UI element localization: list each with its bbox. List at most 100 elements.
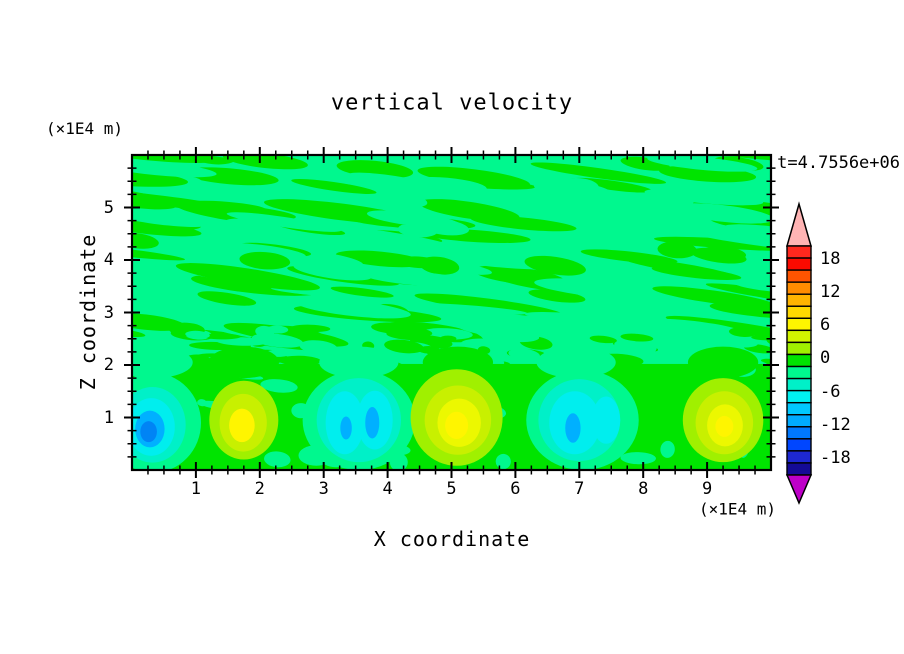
colorbar-cell xyxy=(786,462,812,476)
field-streak xyxy=(534,278,684,301)
plume-layer xyxy=(340,416,352,440)
x-axis-title: X coordinate xyxy=(373,527,531,551)
plume-layer xyxy=(140,421,157,443)
colorbar-tick-label: -12 xyxy=(820,415,851,435)
field-streak xyxy=(239,251,291,270)
field-streak xyxy=(132,159,217,178)
x-tick-label: 3 xyxy=(318,479,329,499)
colorbar-tick-label: 6 xyxy=(820,315,831,336)
field-streak xyxy=(294,298,411,319)
field-streak xyxy=(132,313,186,331)
colorbar-tick-label: 18 xyxy=(820,248,841,269)
field-streak xyxy=(306,134,433,157)
field-speckle xyxy=(185,330,210,339)
plume-cap xyxy=(536,346,616,379)
bottom-mottle xyxy=(260,379,298,393)
field-speckle xyxy=(728,339,758,348)
field-streak xyxy=(644,188,764,206)
colorbar-cell xyxy=(786,414,812,428)
field-speckle xyxy=(693,333,740,347)
plume-layer xyxy=(592,396,621,444)
x-tick-label: 1 xyxy=(190,479,202,499)
z-tick-label: 1 xyxy=(103,407,114,428)
colorbar-cell xyxy=(786,426,812,440)
colorbar-tick-label: 0 xyxy=(820,348,831,369)
field-streak xyxy=(524,255,586,276)
field-streak xyxy=(417,166,531,189)
field-streak xyxy=(385,302,528,315)
colorbar-cell xyxy=(786,293,812,307)
field-speckle xyxy=(728,327,757,338)
plume-cap xyxy=(132,346,193,379)
colorbar-cell xyxy=(786,329,812,344)
colorbar-cell xyxy=(786,365,812,380)
field-streak xyxy=(414,293,564,317)
field-speckle xyxy=(266,325,289,334)
field-streak xyxy=(642,318,745,337)
z-tick-label: 3 xyxy=(103,302,114,323)
plume-layer xyxy=(715,415,734,437)
colorbar-tick-label: -6 xyxy=(820,381,841,402)
field-streak xyxy=(417,155,477,160)
colorbar-cell xyxy=(786,269,812,283)
field-streak xyxy=(528,289,586,303)
field-streak xyxy=(406,176,487,194)
field-streak xyxy=(470,215,577,232)
field-speckle xyxy=(655,330,694,337)
colorbar-cell xyxy=(786,438,812,452)
colorbar-tick-label: -18 xyxy=(820,448,851,469)
field-streak xyxy=(132,208,212,227)
field-speckle xyxy=(132,327,146,338)
field-streak xyxy=(491,242,553,254)
field-streak xyxy=(741,183,771,201)
x-tick-label: 4 xyxy=(382,479,393,499)
field-speckle xyxy=(480,328,506,342)
field-streak xyxy=(291,178,377,194)
field-streak xyxy=(132,258,168,274)
time-label: t=4.7556e+06 xyxy=(777,153,900,173)
z-axis-title: Z coordinate xyxy=(76,233,100,391)
field-streak xyxy=(226,212,342,232)
colorbar-cell xyxy=(786,401,812,416)
field-streak xyxy=(326,177,454,196)
field-streak xyxy=(670,203,771,224)
bottom-mottle xyxy=(264,451,291,468)
colorbar-cell xyxy=(786,389,812,404)
colorbar-cell xyxy=(786,317,812,332)
bottom-mottle xyxy=(620,452,656,465)
z-tick-label: 2 xyxy=(103,355,114,375)
field-speckle xyxy=(278,355,322,366)
x-tick-label: 9 xyxy=(701,479,713,499)
colorbar-cell xyxy=(786,353,812,368)
field-streak xyxy=(132,232,159,249)
field-streak xyxy=(379,192,428,208)
field-streak xyxy=(733,279,771,294)
plot-title: vertical velocity xyxy=(330,90,574,116)
field-streak xyxy=(132,242,185,261)
field-streak xyxy=(702,246,747,261)
field-speckle xyxy=(290,324,331,333)
z-tick-label: 5 xyxy=(103,197,114,218)
colorbar-cell xyxy=(786,377,812,392)
field-streak xyxy=(653,236,771,251)
field-speckle xyxy=(517,358,543,366)
field-streak xyxy=(560,226,682,245)
field-streak xyxy=(657,241,697,259)
colorbar-cell xyxy=(786,305,812,320)
plume-cap xyxy=(422,346,494,379)
field-streak xyxy=(347,172,428,187)
field-streak xyxy=(132,155,219,163)
plume-cap xyxy=(687,346,759,379)
x-axis-unit-label: (×1E4 m) xyxy=(698,499,776,519)
colorbar-cell xyxy=(786,450,812,464)
field-streak xyxy=(132,166,189,187)
x-tick-label: 6 xyxy=(510,479,521,499)
colorbar-cell xyxy=(786,245,812,259)
field-speckle xyxy=(216,337,269,346)
plume-layer xyxy=(365,407,380,439)
field-streak xyxy=(652,286,771,308)
field-speckle xyxy=(645,341,657,354)
field-speckle xyxy=(751,334,771,341)
